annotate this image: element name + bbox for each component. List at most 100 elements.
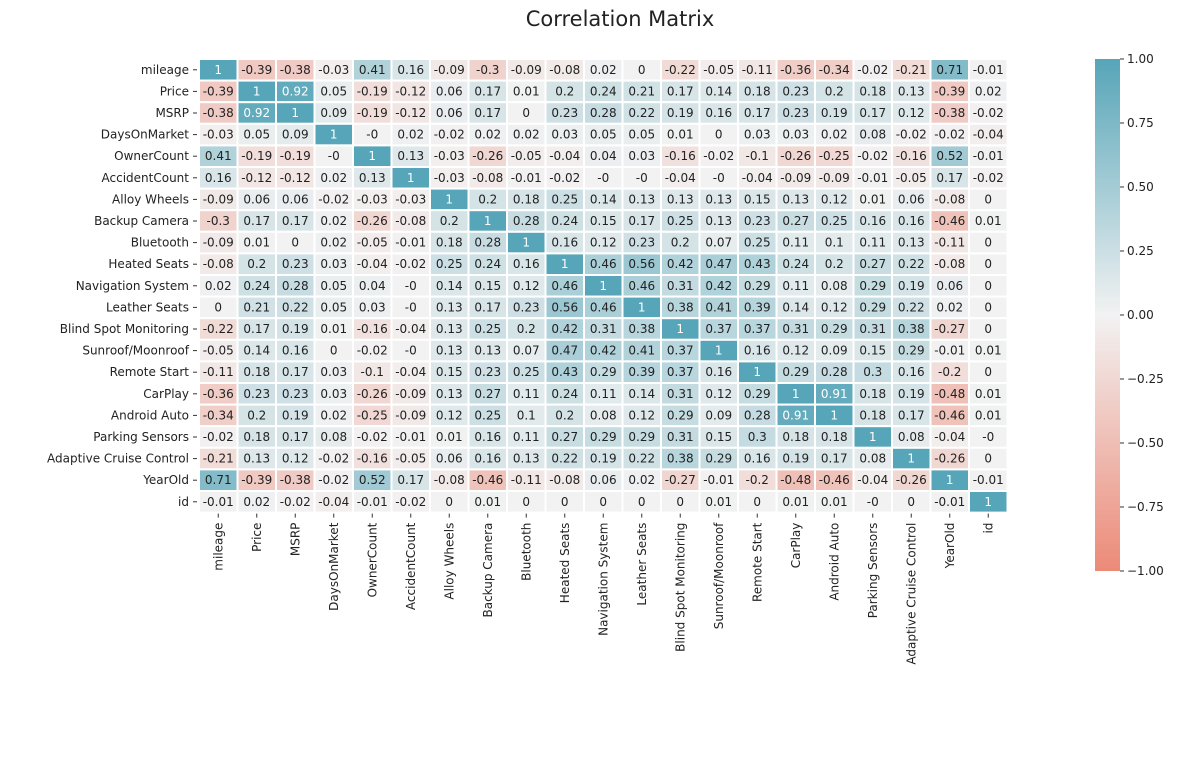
cell-value-label: 0.23: [744, 214, 771, 228]
cell-value-label: 0.24: [782, 257, 809, 271]
cell-value-label: 0: [984, 192, 992, 206]
cell-value-label: 0.3: [748, 430, 767, 444]
cell-value-label: 0.02: [243, 495, 270, 509]
cell-value-label: 0.25: [513, 365, 540, 379]
cell-value-label: 0.13: [628, 192, 655, 206]
cell-value-label: -0.39: [241, 473, 272, 487]
row-label: Remote Start: [110, 365, 190, 379]
cell-value-label: 0.13: [513, 452, 540, 466]
cell-value-label: 0.05: [320, 279, 347, 293]
cell-value-label: 0: [984, 322, 992, 336]
cell-value-label: 0.38: [667, 452, 694, 466]
cell-value-label: 0.01: [975, 387, 1002, 401]
cell-value-label: -0.12: [280, 171, 311, 185]
cell-value-label: -0.46: [934, 408, 965, 422]
row-label: Backup Camera: [94, 214, 189, 228]
cell-value-label: 0.13: [705, 214, 732, 228]
cell-value-label: 0.41: [628, 344, 655, 358]
cell-value-label: 0.17: [474, 300, 501, 314]
cell-value-label: 0.41: [359, 63, 386, 77]
cell-value-label: 0.47: [551, 344, 578, 358]
cell-value-label: 0: [599, 495, 607, 509]
cell-value-label: -0.02: [318, 452, 349, 466]
cell-value-label: 0.01: [513, 84, 540, 98]
cell-value-label: 0: [445, 495, 453, 509]
colorbar-tick-label: −1.00: [1127, 564, 1164, 578]
cell-value-label: -0.02: [318, 473, 349, 487]
cell-value-label: 0.42: [590, 344, 617, 358]
cell-value-label: 0.31: [667, 387, 694, 401]
cell-value-label: 0: [984, 236, 992, 250]
heatmap-cell: [968, 490, 1009, 514]
cell-value-label: -0.16: [896, 149, 927, 163]
cell-value-label: -0.02: [357, 344, 388, 358]
cell-value-label: 0.03: [628, 149, 655, 163]
cell-value-label: 0.23: [628, 236, 655, 250]
cell-value-label: -0.3: [207, 214, 230, 228]
column-label: Bluetooth: [519, 523, 533, 581]
cell-value-label: -0.02: [973, 106, 1004, 120]
cell-value-label: 0.2: [478, 192, 497, 206]
cell-value-label: 0: [984, 365, 992, 379]
cell-value-label: 0.15: [436, 365, 463, 379]
cell-value-label: 0.38: [667, 300, 694, 314]
row-label: Heated Seats: [108, 257, 189, 271]
cell-value-label: -0.16: [665, 149, 696, 163]
cell-value-label: 0.16: [205, 171, 232, 185]
cell-value-label: -0.01: [511, 171, 542, 185]
cell-value-label: 0.02: [205, 279, 232, 293]
cell-value-label: 0.43: [744, 257, 771, 271]
cell-value-label: 0.15: [705, 430, 732, 444]
cell-value-label: -0.09: [819, 171, 850, 185]
cell-value-label: 0.22: [628, 106, 655, 120]
cell-value-label: 0.31: [859, 322, 886, 336]
cell-value-label: -0.02: [395, 257, 426, 271]
cell-value-label: -0: [597, 171, 609, 185]
cell-value-label: 0.02: [397, 128, 424, 142]
cell-value-label: 0.24: [551, 387, 578, 401]
cell-value-label: -0.46: [819, 473, 850, 487]
cell-value-label: 1: [368, 149, 376, 163]
cell-value-label: 0.23: [782, 84, 809, 98]
cell-value-label: 0.2: [247, 408, 266, 422]
cell-value-label: 0.17: [243, 214, 270, 228]
cell-value-label: 0.12: [282, 452, 309, 466]
cell-value-label: 0.11: [513, 430, 540, 444]
cell-value-label: 0.31: [590, 322, 617, 336]
cell-value-label: 1: [676, 322, 684, 336]
row-label: AccidentCount: [102, 171, 190, 185]
cell-value-label: 0.01: [705, 495, 732, 509]
cell-value-label: 0.12: [705, 387, 732, 401]
cell-value-label: -0.38: [280, 63, 311, 77]
cell-value-label: -0.26: [357, 214, 388, 228]
cell-value-label: -0.01: [973, 63, 1004, 77]
cell-value-label: 0.06: [936, 279, 963, 293]
cell-value-label: -0.21: [896, 63, 927, 77]
cell-value-label: -0.09: [395, 408, 426, 422]
cell-value-label: 1: [330, 128, 338, 142]
cell-value-label: 0.09: [320, 106, 347, 120]
cell-value-label: 0.17: [282, 430, 309, 444]
cell-value-label: 0.22: [282, 300, 309, 314]
cell-value-label: 0.04: [590, 149, 617, 163]
column-label: Navigation System: [596, 523, 610, 636]
cell-value-label: 0.11: [513, 387, 540, 401]
cell-value-label: 0.05: [628, 128, 655, 142]
cell-value-label: 0.02: [821, 128, 848, 142]
cell-value-label: 0.11: [782, 236, 809, 250]
cell-value-label: 0.17: [282, 214, 309, 228]
cell-value-label: 0.03: [320, 387, 347, 401]
cell-value-label: 1: [869, 430, 877, 444]
row-label: Price: [160, 84, 189, 98]
cell-value-label: 0: [676, 495, 684, 509]
column-label: Remote Start: [750, 522, 764, 602]
cell-value-label: -0.48: [934, 387, 965, 401]
cell-value-label: -0.05: [395, 452, 426, 466]
cell-value-label: -0.26: [896, 473, 927, 487]
cell-value-label: 0.17: [859, 106, 886, 120]
cell-value-label: 0.13: [436, 300, 463, 314]
cell-value-label: 0.02: [320, 214, 347, 228]
cell-value-label: 0.29: [744, 279, 771, 293]
cell-value-label: 0.17: [282, 365, 309, 379]
cell-value-label: 0.13: [474, 344, 501, 358]
